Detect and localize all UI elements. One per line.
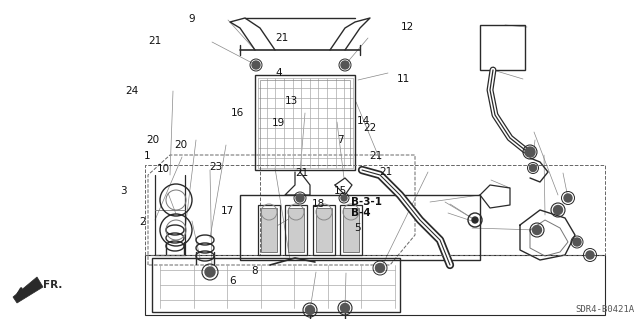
Text: 3: 3 <box>120 186 127 197</box>
Text: 21: 21 <box>296 168 309 178</box>
Bar <box>240 195 480 260</box>
Text: 5: 5 <box>354 223 360 233</box>
Circle shape <box>340 303 349 313</box>
Bar <box>480 25 525 70</box>
Bar <box>343 208 359 252</box>
Text: 7: 7 <box>337 135 344 145</box>
Text: 19: 19 <box>272 118 285 128</box>
Text: 6: 6 <box>229 276 236 286</box>
Text: 21: 21 <box>379 167 392 177</box>
Text: 12: 12 <box>401 22 414 32</box>
Circle shape <box>296 194 304 202</box>
Text: 17: 17 <box>221 206 234 216</box>
Circle shape <box>564 194 572 202</box>
Circle shape <box>554 205 563 214</box>
Text: 23: 23 <box>209 162 223 173</box>
Text: 22: 22 <box>364 122 377 133</box>
Circle shape <box>586 251 594 259</box>
Circle shape <box>376 263 385 272</box>
Text: 9: 9 <box>189 14 195 24</box>
Bar <box>152 258 400 312</box>
Bar <box>288 208 304 252</box>
Bar <box>261 208 277 252</box>
Text: 10: 10 <box>157 164 170 174</box>
Bar <box>340 205 362 255</box>
Text: 14: 14 <box>357 116 371 126</box>
Text: 24: 24 <box>125 86 138 96</box>
Circle shape <box>341 195 347 201</box>
Text: 13: 13 <box>285 96 298 107</box>
Bar <box>255 75 355 170</box>
Circle shape <box>529 165 536 172</box>
Bar <box>285 205 307 255</box>
Circle shape <box>573 238 581 246</box>
Text: 4: 4 <box>275 68 282 78</box>
Circle shape <box>532 226 541 234</box>
Text: 8: 8 <box>252 266 258 276</box>
Bar <box>313 205 335 255</box>
Text: 20: 20 <box>175 140 188 150</box>
Text: 21: 21 <box>369 151 383 161</box>
Text: 2: 2 <box>140 217 146 227</box>
Bar <box>260 80 350 165</box>
Text: 1: 1 <box>144 151 150 161</box>
Circle shape <box>472 217 478 223</box>
Circle shape <box>305 306 314 315</box>
Text: 21: 21 <box>148 36 162 47</box>
Circle shape <box>341 61 349 69</box>
Text: B-4: B-4 <box>351 208 371 218</box>
Circle shape <box>205 267 215 277</box>
Text: 15: 15 <box>334 186 348 197</box>
Bar <box>145 255 605 315</box>
Text: 18: 18 <box>312 198 325 209</box>
Text: 11: 11 <box>397 74 410 84</box>
Text: SDR4-B0421A: SDR4-B0421A <box>576 305 635 314</box>
Text: 20: 20 <box>146 135 159 145</box>
Text: 21: 21 <box>275 33 289 43</box>
Text: FR.: FR. <box>43 280 62 290</box>
Text: B-3-1: B-3-1 <box>351 197 381 207</box>
Text: 16: 16 <box>230 108 244 118</box>
Bar <box>258 205 280 255</box>
Circle shape <box>525 147 535 157</box>
Bar <box>316 208 332 252</box>
Polygon shape <box>13 277 43 303</box>
Circle shape <box>252 61 260 69</box>
